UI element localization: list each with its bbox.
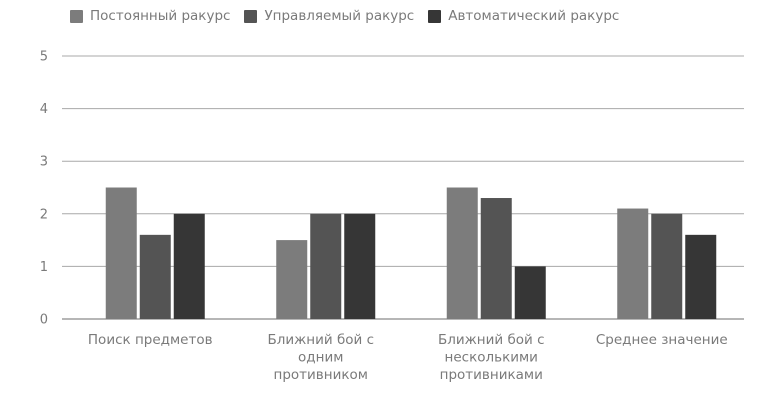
x-tick-label: несколькими <box>445 350 538 366</box>
bar <box>310 213 342 319</box>
legend-swatch <box>428 9 442 23</box>
y-tick-label: 1 <box>40 260 48 275</box>
y-tick-label: 2 <box>40 207 48 222</box>
bar <box>173 213 205 319</box>
x-tick-label: Ближний бой с <box>438 332 545 348</box>
legend-swatch <box>70 9 83 23</box>
bar <box>446 187 478 319</box>
y-tick-label: 5 <box>40 50 48 65</box>
x-tick-label: Поиск предметов <box>88 332 213 348</box>
legend-item-constant: Постоянный ракурс <box>70 8 230 24</box>
bar <box>514 266 546 319</box>
legend: Постоянный ракурс Управляемый ракурс Авт… <box>70 8 619 24</box>
legend-label: Автоматический ракурс <box>448 8 620 24</box>
bar <box>344 213 376 319</box>
x-tick-label: Среднее значение <box>596 332 728 348</box>
x-tick-label: противниками <box>440 367 543 383</box>
bar <box>685 234 717 319</box>
y-tick-label: 0 <box>40 313 48 328</box>
legend-item-automatic: Автоматический ракурс <box>428 8 619 24</box>
x-tick-label: Ближний бой с <box>267 332 374 348</box>
legend-label: Постоянный ракурс <box>90 8 231 24</box>
bar <box>105 187 137 319</box>
x-tick-label: одним <box>298 350 343 366</box>
bar <box>480 198 512 319</box>
bar <box>276 240 308 319</box>
legend-item-controlled: Управляемый ракурс <box>244 8 414 24</box>
x-tick-label: противником <box>274 367 368 383</box>
y-tick-label: 3 <box>40 155 48 170</box>
bar <box>651 213 683 319</box>
bar <box>139 234 171 319</box>
legend-swatch <box>244 9 258 23</box>
bar <box>617 208 649 319</box>
y-tick-label: 4 <box>40 102 48 117</box>
legend-label: Управляемый ракурс <box>264 8 415 24</box>
